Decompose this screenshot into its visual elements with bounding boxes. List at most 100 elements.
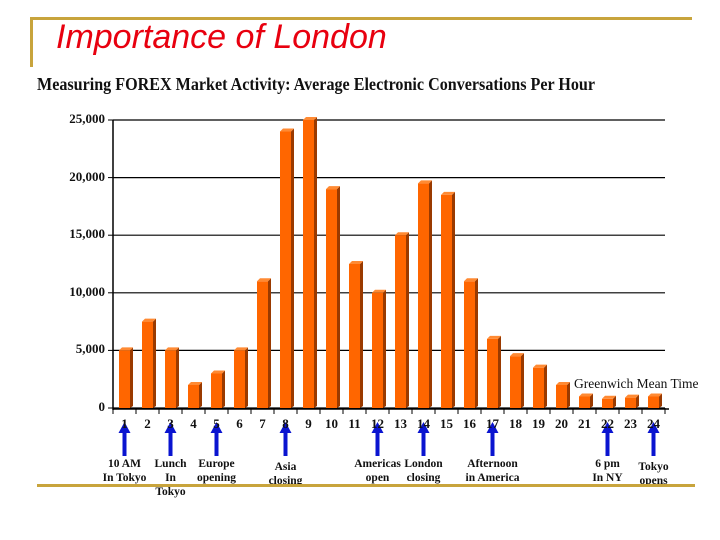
bar <box>326 189 337 408</box>
up-arrow-icon <box>371 422 384 456</box>
x-tick-label: 19 <box>532 416 545 431</box>
bar-top <box>579 393 593 397</box>
bar <box>372 292 383 408</box>
x-tick-label: 1 <box>121 416 128 431</box>
bar-side <box>268 278 271 408</box>
bar-top <box>510 353 524 357</box>
x-tick-label: 2 <box>144 416 151 431</box>
bar <box>418 183 429 408</box>
bar-side <box>613 395 616 408</box>
bar-top <box>142 318 156 322</box>
x-tick-label: 7 <box>259 416 266 431</box>
event-annotation: 10 AM In Tokyo <box>102 458 147 484</box>
title-frame-top-rule <box>30 17 692 20</box>
footer-rule <box>37 484 695 487</box>
bar-side <box>383 289 386 408</box>
bar <box>602 398 613 408</box>
bar-side <box>245 347 248 408</box>
bar <box>303 120 314 408</box>
bar-top <box>372 289 386 293</box>
event-annotation: Afternoon in America <box>465 458 520 484</box>
y-tick-label: 20,000 <box>69 168 105 184</box>
bar-top <box>602 395 616 399</box>
event-annotation: Lunch In Tokyo <box>154 458 187 498</box>
bar-side <box>475 278 478 408</box>
bar-side <box>360 261 363 408</box>
event-annotation: London closing <box>404 458 443 484</box>
x-tick-label: 13 <box>394 416 407 431</box>
bar <box>349 264 360 408</box>
y-tick-label: 5,000 <box>75 341 105 357</box>
event-annotation: Americas open <box>354 458 401 484</box>
bar-side <box>130 347 133 408</box>
bar-side <box>222 370 225 408</box>
x-tick-label: 24 <box>647 416 660 431</box>
x-tick-label: 18 <box>509 416 522 431</box>
title-frame-left-rule <box>30 17 33 67</box>
bar-side <box>498 335 501 408</box>
x-tick-label: 17 <box>486 416 499 431</box>
bar-side <box>452 191 455 408</box>
bar-side <box>659 393 662 408</box>
bar-top <box>464 278 478 282</box>
slide-title: Importance of London <box>56 18 387 56</box>
bar <box>257 281 268 408</box>
bar-top <box>303 117 317 120</box>
bar <box>280 131 291 408</box>
x-tick-label: 16 <box>463 416 476 431</box>
bar <box>234 350 245 408</box>
bar-top <box>165 347 179 351</box>
bar <box>579 396 590 408</box>
up-arrow-icon <box>279 422 292 456</box>
y-tick-label: 15,000 <box>69 226 105 242</box>
x-tick-label: 8 <box>282 416 289 431</box>
y-tick-label: 25,000 <box>69 111 105 126</box>
up-arrow-icon <box>417 422 430 456</box>
bar-side <box>567 381 570 408</box>
x-tick-label: 4 <box>190 416 197 431</box>
bar-top <box>395 232 409 236</box>
bar <box>395 235 406 408</box>
bar-top <box>441 191 455 195</box>
x-tick-label: 10 <box>325 416 338 431</box>
x-tick-label: 21 <box>578 416 591 431</box>
x-tick-label: 12 <box>371 416 384 431</box>
bar <box>648 396 659 408</box>
bar-side <box>314 117 317 408</box>
x-tick-label: 20 <box>555 416 568 431</box>
bar-side <box>337 186 340 408</box>
up-arrow-icon <box>647 422 660 456</box>
up-arrow-icon <box>164 422 177 456</box>
bar <box>165 350 176 408</box>
bar-side <box>291 128 294 408</box>
x-tick-label: 9 <box>305 416 312 431</box>
bar <box>142 321 153 408</box>
y-tick-label: 0 <box>98 399 106 414</box>
bar <box>441 194 452 408</box>
x-axis-label: Greenwich Mean Time <box>574 376 699 391</box>
x-tick-label: 11 <box>348 416 361 431</box>
up-arrow-icon <box>601 422 614 456</box>
bar-side <box>636 394 639 408</box>
bar-top <box>625 394 639 398</box>
x-tick-label: 22 <box>601 416 614 431</box>
bar-side <box>153 318 156 408</box>
bar-top <box>418 180 432 184</box>
x-tick-label: 5 <box>213 416 220 431</box>
bar-side <box>590 393 593 408</box>
bar-top <box>188 381 202 385</box>
bar-top <box>349 261 363 264</box>
bar <box>533 367 544 408</box>
bar-top <box>556 381 570 385</box>
bar <box>556 384 567 408</box>
bar-side <box>406 232 409 408</box>
up-arrow-icon <box>118 422 131 456</box>
x-tick-label: 15 <box>440 416 453 431</box>
event-annotation: 6 pm In NY <box>592 458 623 484</box>
bar-side <box>176 347 179 408</box>
bar-top <box>211 370 225 374</box>
event-annotation: Europe opening <box>197 458 236 484</box>
bar <box>487 338 498 408</box>
bar <box>464 281 475 408</box>
